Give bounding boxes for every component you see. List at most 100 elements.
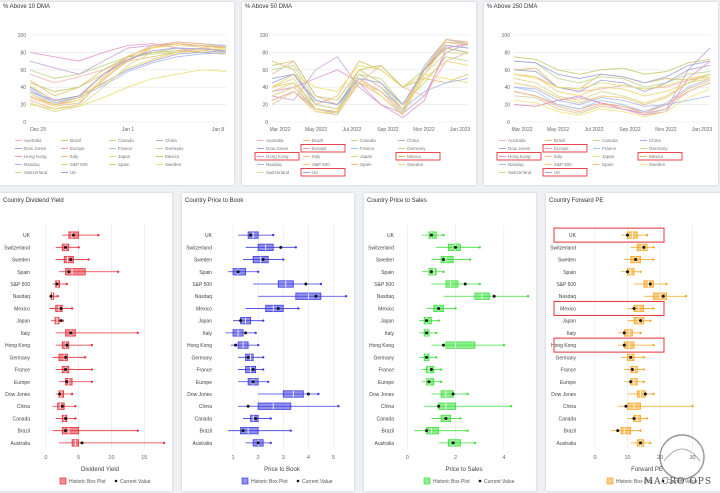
outlier-point-china [74,405,77,408]
outlier-point-uk [442,233,445,237]
x-tick-label: Nov 2022 [413,127,435,133]
series-line-canada [513,60,711,88]
outlier-point-china [509,405,513,408]
y-tick-label: 80 [504,50,510,56]
chart-title: % Above 250 DMA [487,4,538,10]
line-chart-10dma: 0 20 40 60 80 100 Dec 29 Jan 1 Jan 8 Australia Bra… [15,33,227,175]
series-line-hong-kong [513,60,711,116]
legend-label-historic-box-plot: Historic Box Plot [251,479,288,485]
series-line-dow-jones [513,64,711,92]
category-label-france: France [560,368,576,374]
outlier-point-uk [645,233,649,237]
current-value-marker-australia [80,441,84,445]
legend-highlight-box [300,168,346,177]
x-tick-label: 10 [624,455,630,461]
outlier-point-australia [162,441,166,445]
category-label-italy: Italy [203,331,213,337]
y-tick-label: 0 [23,120,26,126]
outlier-point-hong-kong [256,343,260,347]
category-label-canada: Canada [558,416,576,422]
outlier-point-sweden [652,258,655,261]
x-tick-label: Sep 2022 [619,127,641,133]
outlier-point-spain [639,270,642,273]
legend-label-japan: Japan [360,154,373,159]
series-line-nasdaq [29,51,227,104]
current-value-marker-europe [629,380,633,384]
current-value-marker-hong-kong [441,343,445,347]
legend-label-sweden: Sweden [407,162,424,167]
legend-label-spain: Spain [602,162,614,167]
outlier-point-australia [649,441,652,445]
current-value-marker-brazil [64,429,68,433]
current-value-marker-sandp-500 [648,282,652,286]
current-value-marker-dow-jones [643,392,647,396]
series-line-sweden [271,44,469,114]
legend-label-switzerland: Switzerland [508,170,532,175]
category-label-hong-kong: Hong Kong [551,343,576,349]
current-value-marker-mexico [437,306,441,310]
legend-label-france: France [360,146,375,151]
legend-label-sweden: Sweden [165,162,182,167]
line-panel-250dma: % Above 250 DMA 0 20 40 60 80 100 Mar 2022 May … [484,2,718,185]
category-label-germany: Germany [191,355,212,361]
outlier-point-switzerland [294,246,298,249]
box-brazil [61,427,80,435]
outlier-point-uk [97,233,100,237]
outlier-point-uk [272,233,275,237]
legend-label-germany: Germany [407,146,426,151]
category-label-australia: Australia [11,441,31,447]
x-tick-label: Jul 2022 [343,127,362,133]
current-value-marker-spain [626,270,629,274]
current-value-marker-switzerland [642,245,646,249]
series-line-china [29,43,227,75]
category-label-spain: Spain [17,270,30,276]
current-value-marker-brazil [616,429,620,433]
outlier-point-europe [642,380,645,383]
current-value-marker-germany [246,355,250,359]
y-tick-label: 40 [20,85,26,91]
series-line-mexico [513,56,711,75]
legend-label-brazil: Brazil [554,138,565,143]
current-value-marker-mexico [276,306,280,310]
x-axis-title: Price to Book [264,467,301,473]
category-label-europe: Europe [378,380,394,386]
current-value-marker-japan [425,319,429,323]
legend-label-historic-box-plot: Historic Box Plot [69,479,106,485]
current-value-marker-sweden [69,258,73,262]
category-label-france: France [378,368,394,374]
current-value-marker-uk [71,233,75,237]
current-value-marker-italy [622,331,626,335]
outlier-point-mexico [297,307,300,310]
outlier-point-mexico [652,307,655,310]
legend-current-value-marker [478,479,482,483]
current-value-marker-switzerland [64,245,68,249]
y-tick-label: 80 [262,50,268,56]
legend-current-value-marker [296,479,300,483]
current-value-marker-dow-jones [451,392,455,396]
y-tick-label: 0 [507,120,510,126]
category-label-japan: Japan [562,319,576,325]
category-label-germany: Germany [9,355,30,361]
outlier-point-italy [254,331,257,335]
outlier-point-germany [84,356,87,359]
series-line-europe [271,38,469,115]
legend-highlight-box [300,144,346,153]
current-value-marker-switzerland [454,245,458,249]
category-label-nasdaq: Nasdaq [13,294,30,300]
box-spain [65,268,86,276]
chart-title: Country Dividend Yield [3,198,64,204]
series-line-hong-kong [271,43,469,119]
series-line-mexico [29,50,227,92]
current-value-marker-germany [64,355,68,359]
category-label-france: France [14,368,30,374]
outlier-point-europe [90,380,93,383]
x-tick-label: 2 [454,455,457,461]
series-line-sandp-500 [29,48,227,102]
outlier-point-france [642,368,645,371]
series-line-japan [29,69,227,110]
legend-label-italy: Italy [312,154,321,159]
current-value-marker-spain [429,270,433,274]
outlier-point-france [90,368,93,371]
category-label-china: China [17,404,30,410]
legend-label-canada: Canada [118,138,134,143]
